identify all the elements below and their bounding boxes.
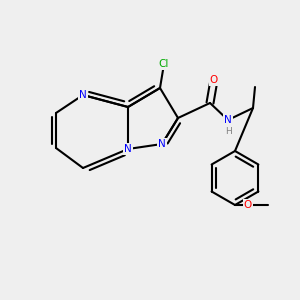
Text: O: O (244, 200, 252, 210)
Text: N: N (224, 115, 232, 125)
Text: O: O (210, 75, 218, 85)
Text: N: N (124, 144, 132, 154)
Text: N: N (158, 139, 166, 149)
Text: N: N (79, 90, 87, 100)
Text: Cl: Cl (159, 59, 169, 69)
Text: H: H (225, 128, 231, 136)
